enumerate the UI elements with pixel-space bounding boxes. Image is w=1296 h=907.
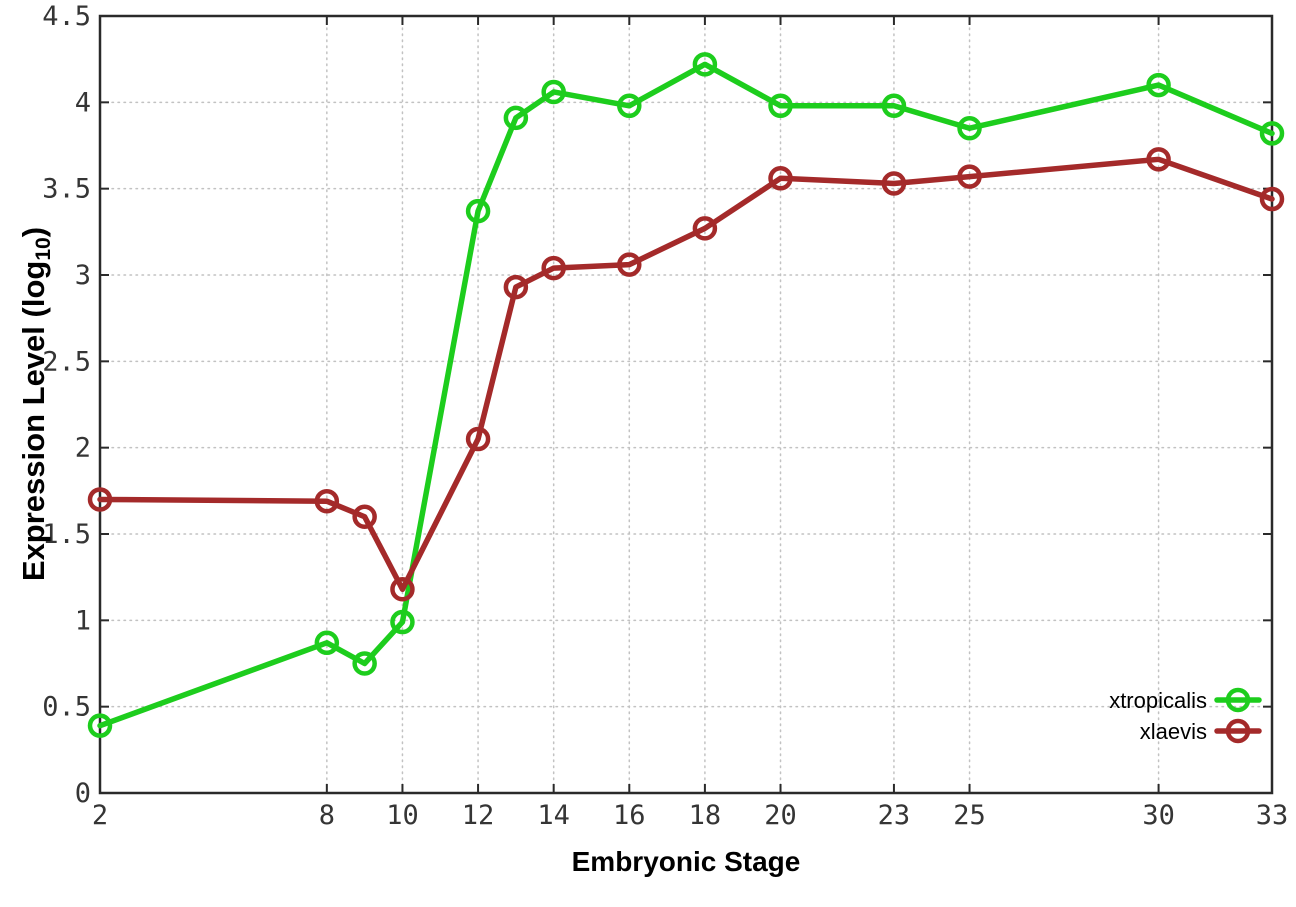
y-tick-label: 0.5 [42,692,91,723]
x-tick-label: 2 [92,800,108,831]
legend-label-xtropicalis: xtropicalis [1109,688,1207,713]
data-point-xtropicalis [768,93,793,119]
x-tick-label: 23 [878,800,911,831]
data-point-xtropicalis [314,630,340,656]
data-point-xlaevis [503,274,529,300]
x-axis-title: Embryonic Stage [571,846,801,877]
data-point-xtropicalis [1146,72,1171,98]
data-point-xlaevis [314,488,340,514]
y-tick-label: 3 [75,260,91,291]
data-point-xlaevis [541,255,566,281]
x-tick-label: 18 [689,800,722,831]
x-tick-label: 10 [386,800,419,831]
series-line-xlaevis [97,156,1275,593]
x-tick-label: 33 [1256,800,1289,831]
data-point-xlaevis [957,164,982,189]
data-point-xlaevis [768,166,793,191]
legend-marker-xlaevis [1225,718,1251,744]
data-point-xtropicalis [957,115,982,141]
y-tick-label: 1.5 [42,519,91,550]
x-tick-label: 25 [953,800,986,831]
x-tick-label: 16 [613,800,646,831]
y-axis-title: Expression Level (log10) [16,226,55,582]
data-point-xlaevis [390,577,415,602]
y-tick-label: 4.5 [42,1,91,32]
data-point-xlaevis [87,487,113,512]
x-tick-label: 20 [764,800,797,831]
y-axis-title-text: Expression Level (log [16,260,51,582]
data-point-xtropicalis [617,93,642,119]
x-tick-label: 30 [1142,800,1175,831]
data-point-xlaevis [617,252,642,277]
legend-label-xlaevis: xlaevis [1140,719,1207,744]
data-point-xtropicalis [87,713,113,738]
y-tick-label: 2.5 [42,346,91,377]
data-point-xtropicalis [692,52,718,77]
legend-marker-xtropicalis [1225,687,1251,713]
plot-border [98,14,1274,795]
y-tick-label: 4 [75,87,91,118]
y-tick-label: 0 [75,778,91,809]
data-point-xtropicalis [352,651,377,676]
data-point-xlaevis [692,216,718,241]
x-tick-label: 8 [319,800,335,831]
data-point-xtropicalis [390,609,415,635]
data-point-xtropicalis [503,105,529,131]
data-point-xtropicalis [1259,121,1285,146]
data-point-xtropicalis [541,79,566,105]
x-tick-label: 14 [537,800,570,831]
x-tick-label: 12 [462,800,495,831]
data-point-xlaevis [881,171,907,196]
data-point-xlaevis [1146,147,1171,172]
y-tick-label: 3.5 [42,174,91,205]
y-axis-title-close-paren: ) [16,226,51,238]
data-point-xlaevis [1259,186,1285,212]
y-tick-label: 1 [75,605,91,636]
data-point-xlaevis [352,504,377,529]
y-axis-title-subscript: 10 [31,237,55,261]
data-point-xtropicalis [465,198,491,224]
data-point-xlaevis [465,426,491,452]
y-tick-label: 2 [75,433,91,464]
data-point-xtropicalis [881,93,907,119]
